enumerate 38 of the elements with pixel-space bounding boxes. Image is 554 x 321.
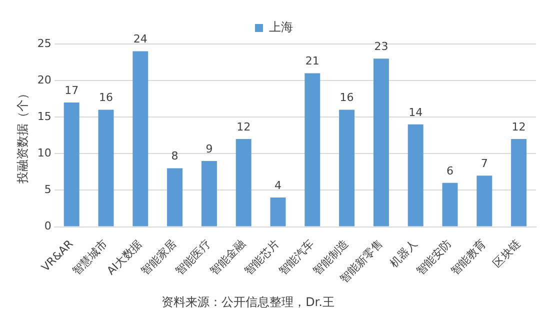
bar [304, 73, 320, 226]
bar [98, 110, 114, 226]
bar [408, 124, 424, 226]
data-label: 12 [236, 120, 251, 134]
y-tick-label: 10 [37, 146, 52, 160]
data-label: 23 [374, 40, 388, 53]
data-label: 24 [133, 32, 148, 46]
bar [64, 102, 80, 226]
text: 资料来源：公开信息整理，Dr.王 [162, 295, 334, 310]
data-label: 7 [480, 156, 488, 170]
data-label: 8 [171, 150, 178, 163]
bar [167, 168, 183, 226]
bar [270, 198, 286, 226]
bar [511, 139, 527, 226]
data-label: 6 [446, 164, 454, 178]
y-tick-label: 20 [37, 73, 52, 86]
bar [373, 58, 389, 226]
bar [132, 51, 148, 226]
y-axis-title: 投融资数据（个） [15, 87, 30, 184]
data-label: 16 [340, 91, 354, 104]
bar [201, 160, 217, 226]
bar [236, 139, 252, 226]
bar [476, 176, 492, 226]
x-tick-label: 区块链 [490, 237, 523, 270]
data-label: 16 [98, 91, 113, 104]
data-label: 21 [305, 54, 320, 68]
y-tick-label: 5 [44, 183, 52, 196]
bar [339, 110, 355, 226]
data-label: 4 [274, 178, 282, 192]
data-label: 12 [512, 120, 526, 134]
data-label: 9 [206, 142, 213, 156]
y-tick-label: 25 [37, 36, 52, 50]
data-label: 17 [64, 84, 79, 97]
bar [442, 182, 458, 226]
y-tick-label: 0 [44, 220, 52, 233]
legend-label: 上海 [269, 20, 293, 34]
data-label: 14 [408, 106, 423, 119]
y-tick-label: 15 [37, 110, 52, 123]
